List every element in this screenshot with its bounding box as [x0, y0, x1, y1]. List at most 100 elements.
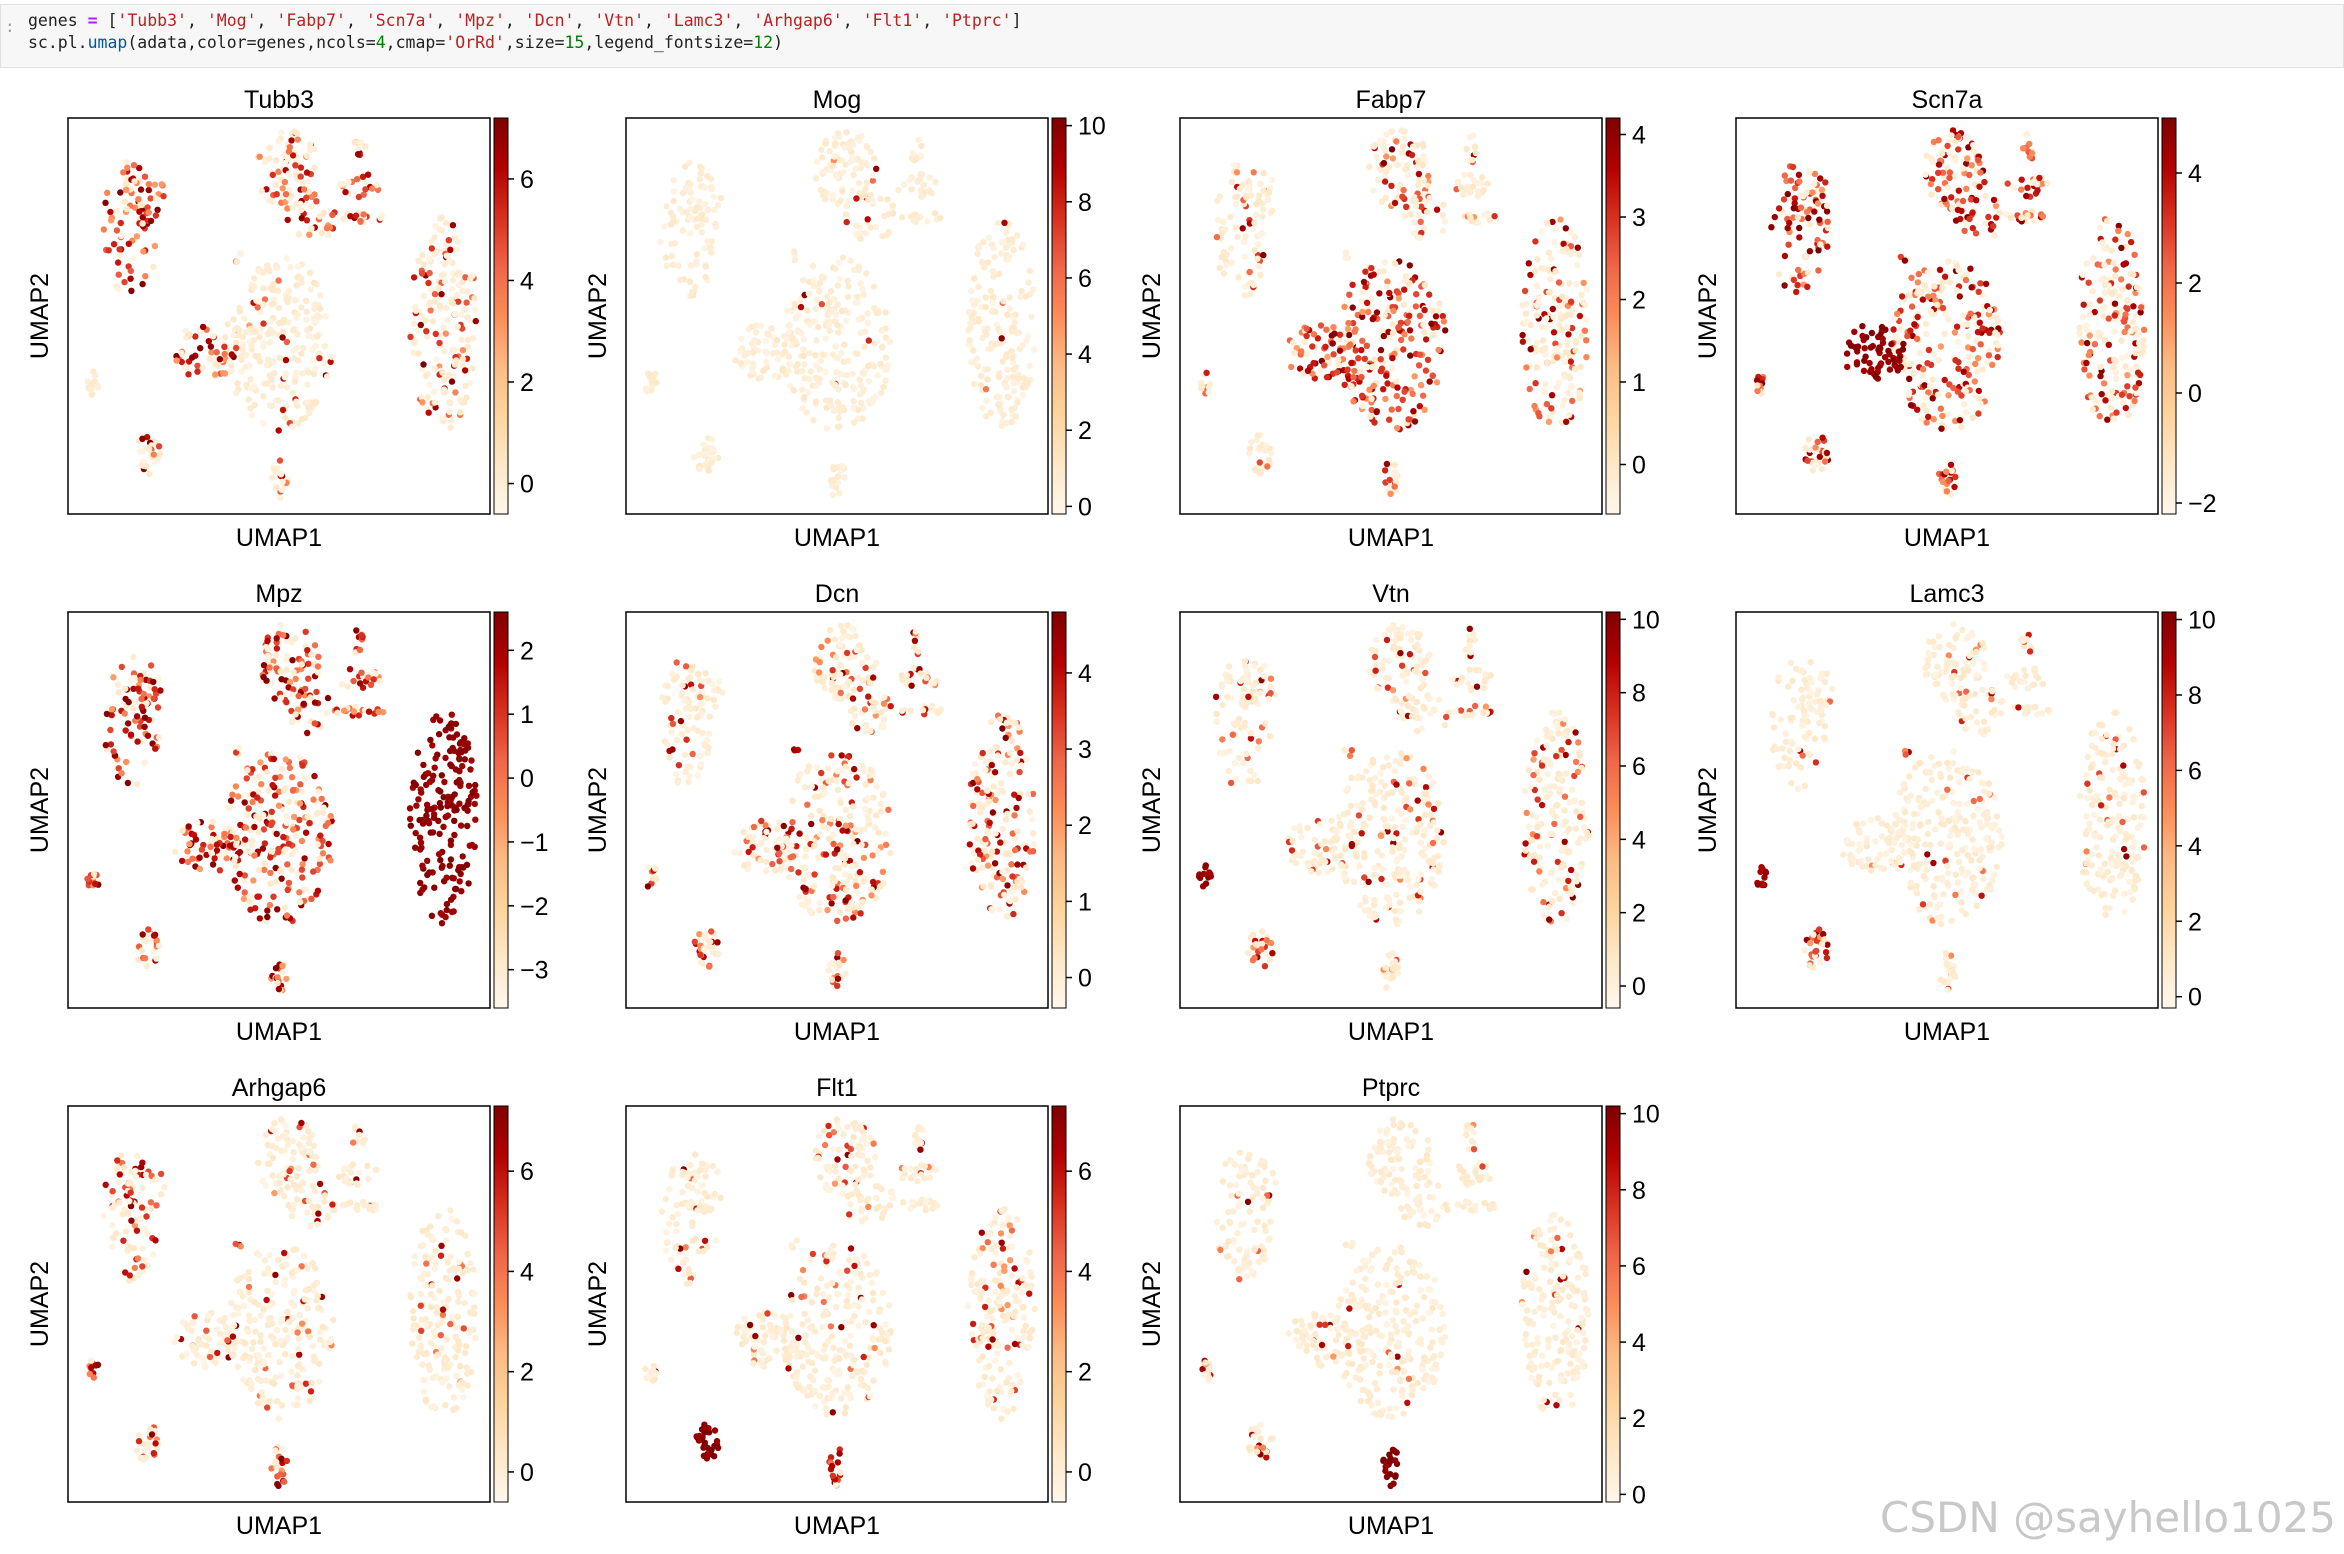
cell-point: [1809, 189, 1816, 196]
cell-point: [991, 253, 998, 260]
cell-point: [835, 695, 843, 702]
cell-point: [247, 385, 254, 392]
cell-point: [255, 773, 263, 780]
cell-point: [1975, 387, 1983, 395]
cell-point: [991, 769, 999, 776]
cell-point: [422, 317, 429, 324]
cell-point: [881, 693, 888, 701]
cell-point: [464, 288, 471, 295]
cell-point: [863, 179, 870, 187]
cell-point: [1415, 170, 1423, 178]
cell-point: [2124, 383, 2131, 390]
cell-point: [438, 272, 446, 279]
cell-point: [1323, 374, 1331, 381]
cell-point: [1254, 700, 1262, 708]
cell-point: [308, 203, 315, 210]
cell-point: [173, 357, 180, 364]
cell-point: [1952, 217, 1960, 224]
cell-point: [791, 303, 798, 310]
cell-point: [2122, 404, 2129, 412]
cell-point: [1018, 762, 1025, 769]
cell-point: [284, 886, 291, 894]
cell-point: [1388, 146, 1396, 153]
cell-point: [130, 653, 137, 661]
cell-point: [228, 367, 235, 374]
cell-point: [276, 354, 284, 362]
cell-point: [1416, 234, 1424, 241]
cell-point: [243, 351, 250, 359]
cell-point: [816, 279, 824, 286]
cell-point: [2124, 352, 2131, 360]
cell-point: [1002, 734, 1009, 742]
cell-point: [768, 325, 775, 332]
cell-point: [346, 666, 354, 673]
cell-point: [697, 760, 705, 768]
cell-point: [989, 809, 997, 816]
cell-point: [870, 172, 877, 179]
cell-point: [263, 362, 270, 369]
cell-point: [1019, 342, 1026, 349]
cell-point: [731, 849, 738, 856]
cell-point: [291, 378, 299, 385]
cell-point: [1011, 883, 1018, 891]
cell-point: [1970, 148, 1978, 156]
cell-point: [966, 337, 973, 344]
cell-point: [124, 720, 132, 727]
cell-point: [271, 466, 278, 474]
code-line-1[interactable]: genes = ['Tubb3', 'Mog', 'Fabp7', 'Scn7a…: [28, 11, 1022, 30]
cell-point: [438, 214, 445, 221]
cell-point: [854, 134, 861, 141]
cell-point: [1026, 808, 1033, 815]
cell-point: [1383, 372, 1390, 379]
cell-point: [285, 879, 293, 887]
cell-point: [1013, 232, 1021, 239]
panel-title: Dcn: [815, 580, 859, 608]
cell-point: [1966, 215, 1973, 223]
cell-point: [687, 230, 694, 237]
cell-point: [464, 822, 471, 830]
cell-point: [780, 822, 787, 830]
cell-point: [979, 404, 986, 412]
cell-point: [152, 212, 160, 219]
cell-point: [1396, 181, 1404, 188]
cell-point: [701, 931, 708, 939]
cell-point: [292, 162, 299, 169]
cell-point: [1241, 658, 1249, 665]
cell-point: [307, 694, 314, 701]
cell-point: [1008, 760, 1015, 767]
cell-point: [915, 136, 922, 143]
cell-point: [448, 285, 456, 292]
cell-point: [836, 490, 843, 497]
cell-point: [1388, 182, 1395, 189]
cell-point: [1795, 266, 1802, 274]
cell-point: [687, 763, 694, 770]
cell-point: [118, 232, 125, 240]
cell-point: [1894, 310, 1901, 318]
cell-point: [449, 346, 456, 354]
cell-point: [1398, 127, 1405, 134]
cell-point: [682, 663, 690, 670]
code-line-2[interactable]: sc.pl.umap(adata,color=genes,ncols=4,cma…: [28, 33, 783, 52]
cell-point: [1213, 710, 1220, 718]
cell-point: [1386, 476, 1393, 484]
cell-point: [648, 378, 655, 385]
cell-point: [1567, 383, 1574, 391]
cell-point: [1350, 398, 1357, 405]
cell-point: [1398, 662, 1406, 669]
code-cell[interactable]: : genes = ['Tubb3', 'Mog', 'Fabp7', 'Scn…: [0, 4, 2344, 68]
cell-point: [467, 318, 474, 325]
cell-point: [252, 905, 259, 912]
cell-point: [300, 344, 307, 352]
cell-point: [838, 752, 845, 759]
cell-point: [436, 302, 443, 309]
cell-point: [2094, 261, 2101, 268]
cell-point: [843, 878, 851, 885]
cell-point: [934, 708, 941, 715]
cell-point: [1381, 631, 1388, 638]
cell-point: [834, 130, 842, 137]
cell-point: [1006, 749, 1014, 756]
cell-point: [294, 263, 302, 270]
cell-point: [1226, 673, 1233, 680]
cell-point: [805, 898, 812, 905]
code-args-d: ,legend_fontsize=: [584, 33, 754, 52]
